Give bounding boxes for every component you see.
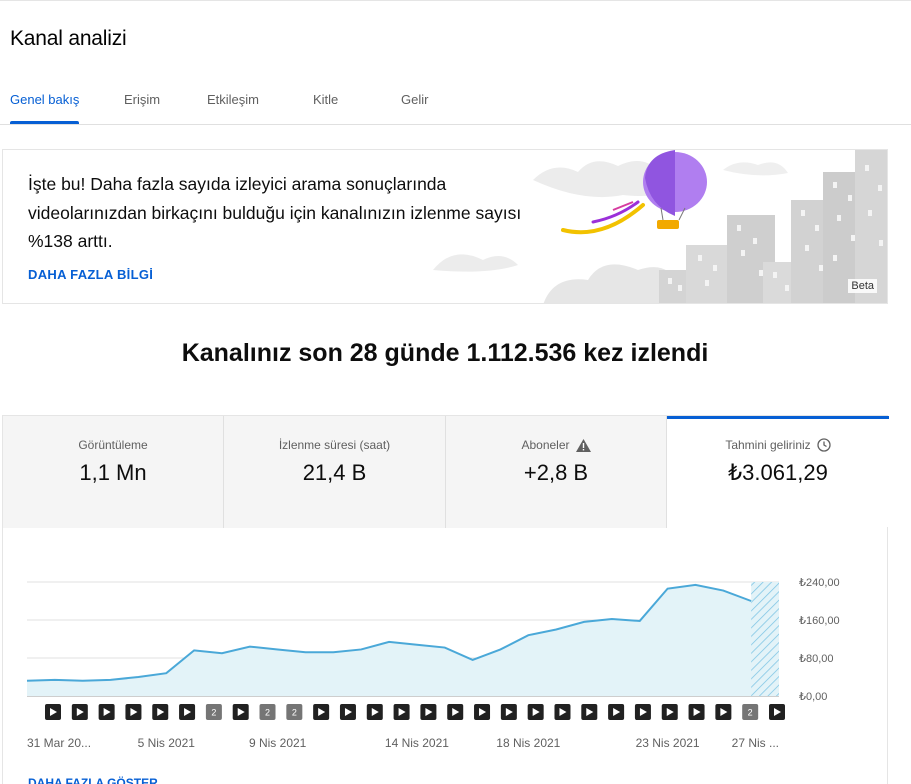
x-tick-label: 9 Nis 2021 xyxy=(249,736,307,750)
metric-value: +2,8 B xyxy=(523,460,589,485)
play-icon xyxy=(693,708,701,716)
metric-label: İzlenme süresi (saat) xyxy=(278,438,391,452)
play-icon xyxy=(237,708,245,716)
play-icon xyxy=(613,708,621,716)
play-icon xyxy=(452,708,460,716)
y-tick-label: ₺80,00 xyxy=(799,653,834,665)
clock-icon xyxy=(817,438,831,452)
metric-cards: Görüntüleme 1,1 Mn İzlenme süresi (saat)… xyxy=(2,415,889,528)
tab-revenue[interactable]: Gelir xyxy=(401,92,429,107)
active-tab-indicator xyxy=(10,121,79,124)
top-divider xyxy=(0,0,911,1)
play-icon xyxy=(479,708,487,716)
play-icon xyxy=(371,708,379,716)
play-icon xyxy=(505,708,513,716)
show-more-link[interactable]: DAHA FAZLA GÖSTER xyxy=(28,776,158,784)
x-tick-label: 5 Nis 2021 xyxy=(138,736,196,750)
revenue-chart: ₺0,00 ₺80,00 ₺160,00 ₺240,00 2 2 2 2 31 Mar 20..… xyxy=(2,527,888,784)
metric-value: 1,1 Mn xyxy=(79,460,147,485)
y-tick-label: ₺0,00 xyxy=(799,691,827,703)
beta-badge: Beta xyxy=(848,279,877,293)
play-icon xyxy=(425,708,433,716)
play-icon xyxy=(344,708,352,716)
x-tick-label: 18 Nis 2021 xyxy=(496,736,560,750)
play-icon xyxy=(586,708,594,716)
play-icon xyxy=(720,708,728,716)
play-icon xyxy=(559,708,567,716)
marker-count: 2 xyxy=(292,708,297,718)
video-group-marker xyxy=(286,704,303,720)
metric-subscribers[interactable]: Aboneler +2,8 B xyxy=(446,416,667,528)
insight-card: İşte bu! Daha fazla sayıda izleyici aram… xyxy=(2,149,888,304)
metric-value: 21,4 B xyxy=(302,460,367,485)
marker-count: 2 xyxy=(265,708,270,718)
marker-count: 2 xyxy=(748,708,753,718)
video-group-marker xyxy=(205,704,222,720)
revenue-chart-svg: ₺0,00 ₺80,00 ₺160,00 ₺240,00 2 2 2 2 31 Mar 20..… xyxy=(26,577,840,750)
tab-engagement[interactable]: Etkileşim xyxy=(207,92,260,107)
metric-watch-time[interactable]: İzlenme süresi (saat) 21,4 B xyxy=(224,416,446,528)
x-tick-label: 23 Nis 2021 xyxy=(636,736,700,750)
views-headline: Kanalınız son 28 günde 1.112.536 kez izl… xyxy=(181,339,709,367)
play-icon xyxy=(318,708,326,716)
y-tick-label: ₺240,00 xyxy=(799,577,840,589)
marker-count: 2 xyxy=(211,708,216,718)
play-icon xyxy=(50,708,57,716)
insight-text: İşte bu! Daha fazla sayıda izleyici aram… xyxy=(28,174,522,251)
partial-data-region xyxy=(751,582,779,696)
video-group-marker xyxy=(259,704,276,720)
area-fill xyxy=(27,584,779,696)
learn-more-link[interactable]: DAHA FAZLA BİLGİ xyxy=(28,267,154,282)
play-icon xyxy=(76,708,84,716)
x-tick-label: 27 Nis ... xyxy=(732,736,779,750)
play-icon xyxy=(184,708,192,716)
x-tick-label: 31 Mar 20... xyxy=(27,736,91,750)
play-icon xyxy=(639,708,647,716)
tab-bar: Genel bakış Erişim Etkileşim Kitle Gelir xyxy=(0,80,911,125)
video-group-marker xyxy=(742,704,759,720)
metric-revenue[interactable]: Tahmini geliriniz ₺3.061,29 xyxy=(667,416,889,528)
metric-label: Görüntüleme xyxy=(78,438,148,452)
play-icon xyxy=(532,708,540,716)
play-icon xyxy=(398,708,406,716)
metric-label: Tahmini geliriniz xyxy=(725,438,811,452)
play-icon xyxy=(157,708,165,716)
y-tick-label: ₺160,00 xyxy=(799,615,840,627)
play-icon xyxy=(103,708,111,716)
play-icon xyxy=(666,708,674,716)
revenue-line xyxy=(26,583,752,682)
tab-audience[interactable]: Kitle xyxy=(313,92,339,107)
metric-label: Aboneler xyxy=(521,438,570,452)
tab-overview[interactable]: Genel bakış xyxy=(10,92,80,107)
warning-icon xyxy=(575,438,591,452)
tab-reach[interactable]: Erişim xyxy=(124,92,161,107)
play-icon xyxy=(774,708,781,716)
x-tick-label: 14 Nis 2021 xyxy=(385,736,449,750)
metric-value: ₺3.061,29 xyxy=(728,460,828,485)
metric-views[interactable]: Görüntüleme 1,1 Mn xyxy=(3,416,224,528)
city-balloon-illustration xyxy=(433,150,887,303)
play-icon xyxy=(130,708,138,716)
page-title: Kanal analizi xyxy=(10,27,127,50)
